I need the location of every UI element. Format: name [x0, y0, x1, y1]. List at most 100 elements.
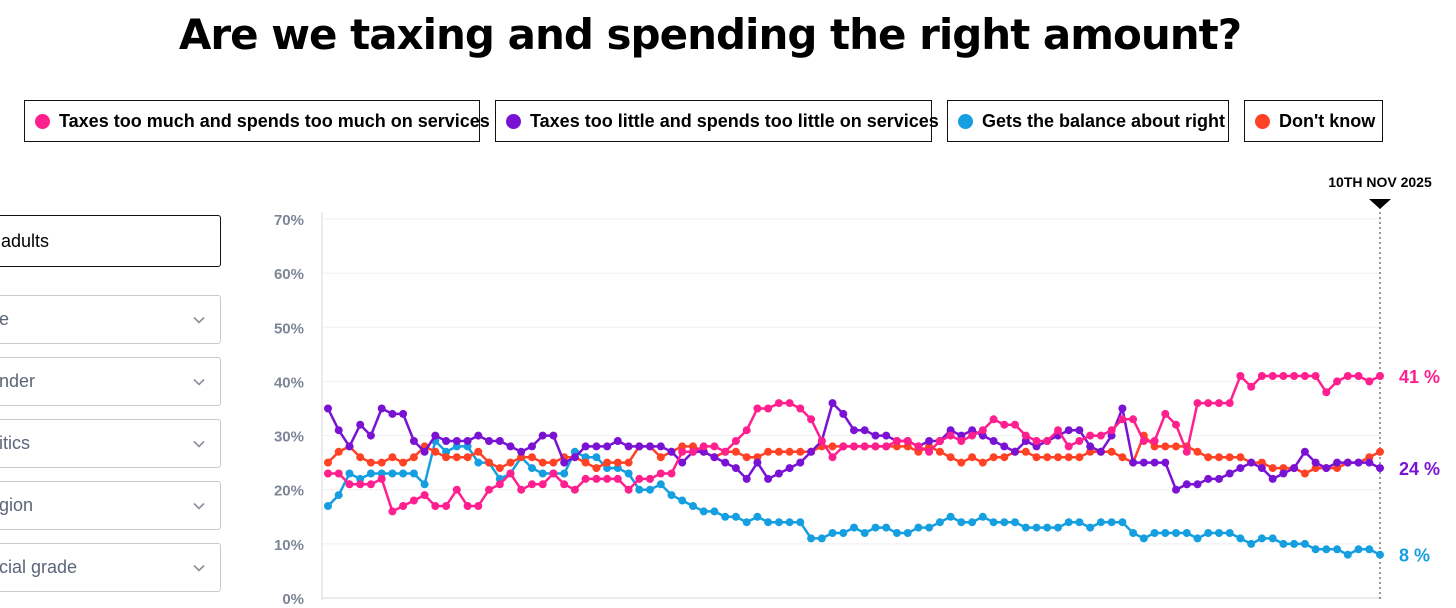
data-point [1172, 485, 1180, 494]
data-point [1311, 372, 1320, 380]
data-point [334, 469, 343, 478]
end-value-label: 24 % [1399, 459, 1440, 479]
data-point [635, 442, 644, 451]
data-point [442, 453, 451, 462]
data-point [592, 474, 601, 483]
data-point [1236, 372, 1245, 380]
data-point [1118, 415, 1127, 424]
data-point [925, 523, 934, 532]
data-point [935, 437, 944, 445]
y-tick-label: 60% [274, 266, 304, 283]
data-point [409, 469, 418, 478]
data-point [1150, 437, 1159, 445]
legend-item-balance-right[interactable]: Gets the balance about right [947, 100, 1229, 142]
data-point [656, 442, 665, 451]
data-point [978, 512, 987, 521]
chevron-down-icon [193, 378, 205, 386]
data-point [957, 458, 966, 467]
data-point [646, 442, 654, 451]
data-point [989, 415, 998, 424]
data-point [1021, 431, 1030, 440]
data-point [978, 458, 987, 467]
data-point [1343, 372, 1352, 380]
date-marker-label: 10TH NOV 2025 [1328, 174, 1432, 190]
data-point [1354, 545, 1363, 554]
data-point [356, 480, 365, 489]
end-value-label: 41 % [1399, 367, 1440, 387]
data-point [1011, 518, 1019, 527]
data-point [388, 453, 397, 462]
data-point [1279, 372, 1288, 380]
data-point [903, 437, 912, 445]
legend-item-taxes-too-much[interactable]: Taxes too much and spends too much on se… [24, 100, 490, 142]
filter-label: itics [0, 433, 30, 453]
data-point [1129, 415, 1138, 424]
data-point [377, 404, 386, 413]
data-point [1354, 372, 1363, 380]
data-point [409, 496, 418, 505]
legend-item-dont-know[interactable]: Don't know [1244, 100, 1383, 142]
filter-politics-dropdown[interactable]: itics [0, 419, 221, 468]
data-point [420, 491, 429, 500]
filter-label: e [0, 309, 10, 329]
data-point [603, 442, 612, 451]
filter-social-grade-dropdown[interactable]: cial grade [0, 543, 221, 592]
data-point [1268, 534, 1277, 543]
data-point [1225, 529, 1234, 537]
data-point [850, 442, 858, 451]
data-point [1236, 464, 1245, 473]
data-point [581, 458, 590, 467]
data-point [892, 529, 901, 537]
data-point [871, 523, 880, 532]
data-point [989, 518, 998, 527]
data-point [560, 480, 569, 489]
data-point [592, 464, 601, 473]
data-point [1290, 464, 1299, 473]
red-dot-icon [1255, 113, 1270, 129]
data-point [796, 447, 805, 456]
data-point [1182, 529, 1191, 537]
data-point [1021, 447, 1030, 456]
data-point [1257, 534, 1266, 543]
data-point [613, 458, 622, 467]
data-point [1322, 464, 1331, 473]
data-point [1161, 529, 1170, 537]
data-point [807, 447, 816, 456]
data-point [452, 437, 461, 445]
data-point [366, 469, 375, 478]
data-point [324, 502, 332, 510]
data-point [946, 453, 955, 462]
filter-age-dropdown[interactable]: e [0, 295, 221, 344]
data-point [1354, 458, 1363, 467]
legend-label: Taxes too much and spends too much on se… [59, 110, 490, 131]
data-point [1021, 523, 1030, 532]
data-point [1064, 442, 1073, 451]
data-point [560, 469, 569, 478]
data-point [721, 458, 730, 467]
filter-gender-dropdown[interactable]: nder [0, 357, 221, 406]
data-point [1257, 458, 1266, 467]
data-point [1139, 534, 1148, 543]
data-point [388, 469, 397, 478]
data-point [1333, 464, 1342, 473]
data-point [1300, 539, 1309, 548]
chevron-down-icon [193, 316, 205, 324]
filter-region-dropdown[interactable]: gion [0, 481, 221, 530]
data-point [538, 469, 547, 478]
data-point [1118, 453, 1127, 462]
legend-item-taxes-too-little[interactable]: Taxes too little and spends too little o… [495, 100, 939, 142]
data-point [1322, 388, 1331, 397]
data-point [742, 474, 751, 483]
data-point [1204, 529, 1213, 537]
data-point [699, 507, 708, 516]
filter-all-adults[interactable]: adults [0, 215, 221, 267]
marker-triangle-icon [1369, 199, 1391, 209]
data-point [710, 507, 719, 516]
data-point [1064, 453, 1073, 462]
data-point [699, 442, 708, 451]
data-point [1247, 382, 1256, 391]
data-point [1215, 529, 1223, 537]
data-point [1096, 518, 1105, 527]
data-point [474, 458, 483, 467]
data-point [495, 480, 504, 489]
